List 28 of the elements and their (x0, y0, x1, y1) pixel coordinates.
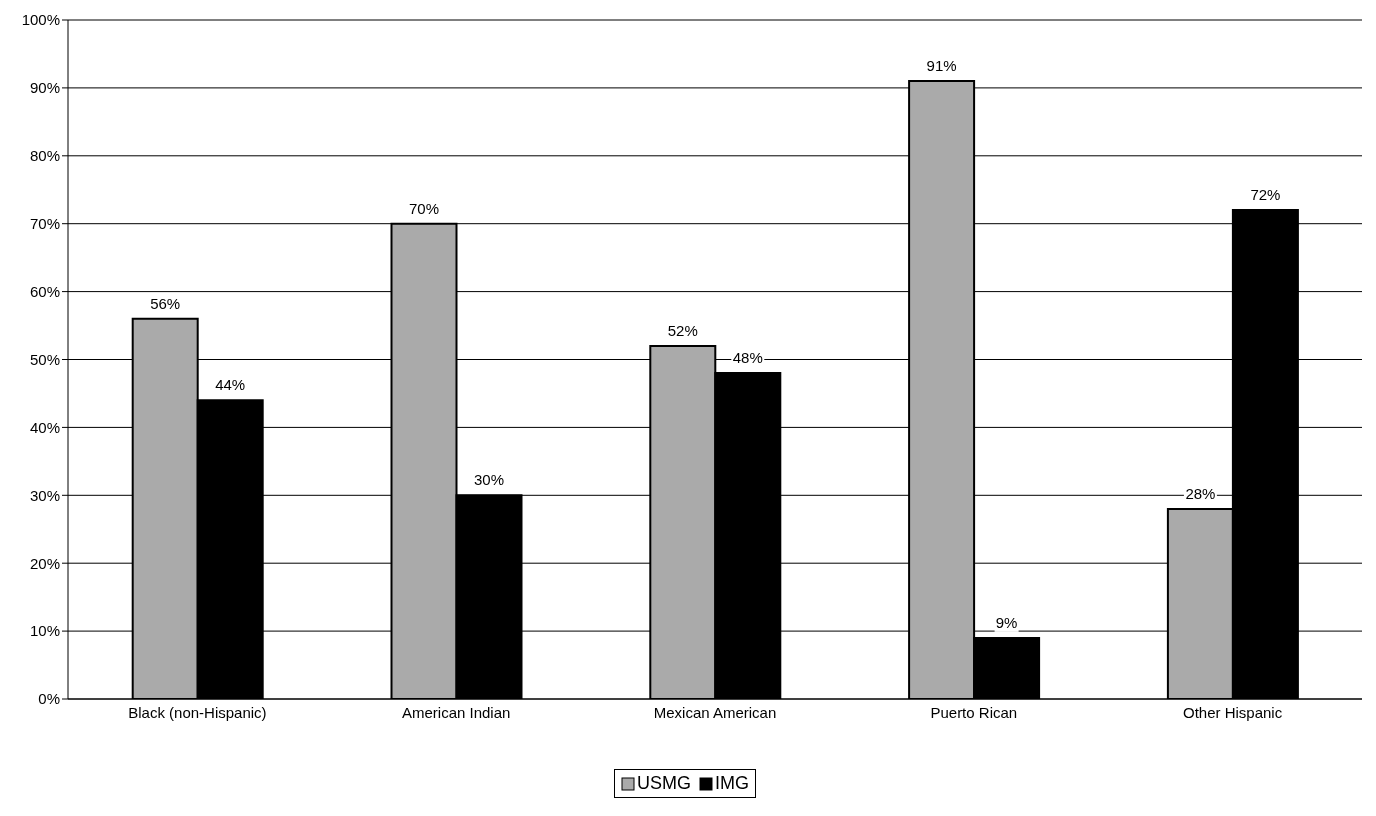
y-tick-label: 100% (21, 11, 60, 29)
legend-label: USMG (636, 773, 691, 794)
data-label: 44% (215, 376, 246, 394)
y-tick-label: 10% (29, 622, 60, 640)
data-label: 9% (995, 613, 1018, 631)
y-tick-label: 60% (29, 282, 60, 300)
data-label: 28% (1185, 484, 1216, 502)
data-label: 48% (732, 349, 763, 367)
x-tick-label: Other Hispanic (1182, 703, 1283, 721)
data-label: 52% (667, 321, 698, 339)
data-label: 72% (1250, 186, 1281, 204)
data-label: 30% (473, 471, 505, 489)
y-tick-label: 30% (29, 486, 60, 504)
y-tick-label: 0% (38, 690, 60, 708)
data-label: 56% (150, 294, 181, 312)
y-tick-label: 90% (29, 79, 60, 97)
x-tick-label: American Indian (402, 703, 511, 721)
y-tick-label: 40% (29, 418, 60, 436)
y-tick-label: 80% (29, 147, 60, 165)
x-tick-label: Black (non-Hispanic) (128, 703, 267, 721)
y-tick-label: 20% (29, 554, 60, 572)
data-label: 91% (926, 57, 957, 75)
legend-label: IMG (714, 773, 749, 794)
y-tick-label: 50% (29, 350, 60, 368)
x-tick-label: Puerto Rican (930, 703, 1018, 721)
data-label: 70% (408, 199, 440, 217)
x-tick-label: Mexican American (653, 703, 777, 721)
y-tick-label: 70% (29, 215, 60, 233)
